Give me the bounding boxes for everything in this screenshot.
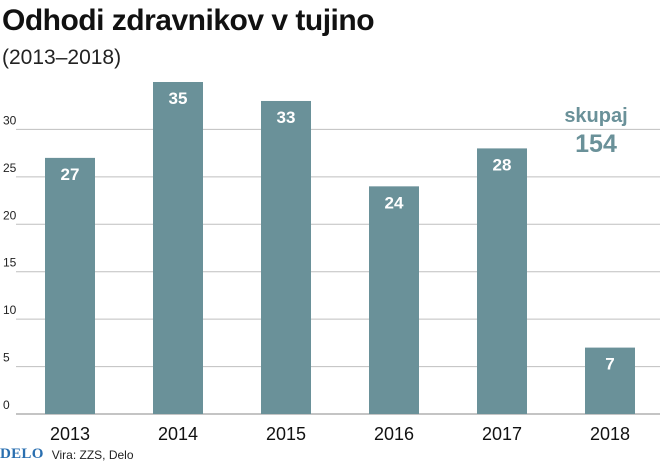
chart-subtitle: (2013–2018): [2, 46, 122, 69]
bar-value-label: 24: [385, 193, 404, 212]
x-axis-tick-labels: 2013 2014 2015 2016 2017 2018: [50, 424, 630, 444]
y-tick-label: 0: [3, 398, 10, 412]
bar: [153, 82, 203, 414]
y-tick-label: 30: [3, 113, 17, 127]
bar-value-label: 28: [493, 155, 512, 174]
bars: [45, 82, 635, 414]
y-tick-label: 5: [3, 351, 10, 365]
bar: [477, 148, 527, 414]
bar-value-label: 7: [605, 355, 614, 374]
bar: [369, 186, 419, 414]
footer: DELO Vira: ZZS, Delo: [0, 446, 134, 463]
bar-value-label: 35: [169, 89, 188, 108]
gridlines: [16, 128, 660, 415]
x-tick-label: 2016: [374, 424, 414, 444]
bar: [261, 100, 311, 414]
delo-logo: DELO: [0, 446, 44, 462]
x-tick-label: 2014: [158, 424, 198, 444]
bar-value-labels: 27 35 33 24 28 7: [61, 89, 615, 374]
bar-value-label: 33: [277, 108, 296, 127]
y-tick-label: 10: [3, 303, 17, 317]
x-tick-label: 2018: [590, 424, 630, 444]
y-axis-tick-labels: 0 5 10 15 20 25 30: [3, 113, 17, 412]
y-tick-label: 25: [3, 161, 17, 175]
bar: [45, 157, 95, 414]
total-value: 154: [575, 130, 617, 158]
source-note: Vira: ZZS, Delo: [51, 447, 134, 462]
y-tick-label: 15: [3, 256, 17, 270]
chart-title: Odhodi zdravnikov v tujino: [2, 4, 375, 37]
y-tick-label: 20: [3, 208, 17, 222]
total-label: skupaj: [564, 105, 627, 127]
x-tick-label: 2017: [482, 424, 522, 444]
bar-value-label: 27: [61, 165, 80, 184]
bar: [585, 347, 635, 414]
x-tick-label: 2015: [266, 424, 306, 444]
x-tick-label: 2013: [50, 424, 90, 444]
